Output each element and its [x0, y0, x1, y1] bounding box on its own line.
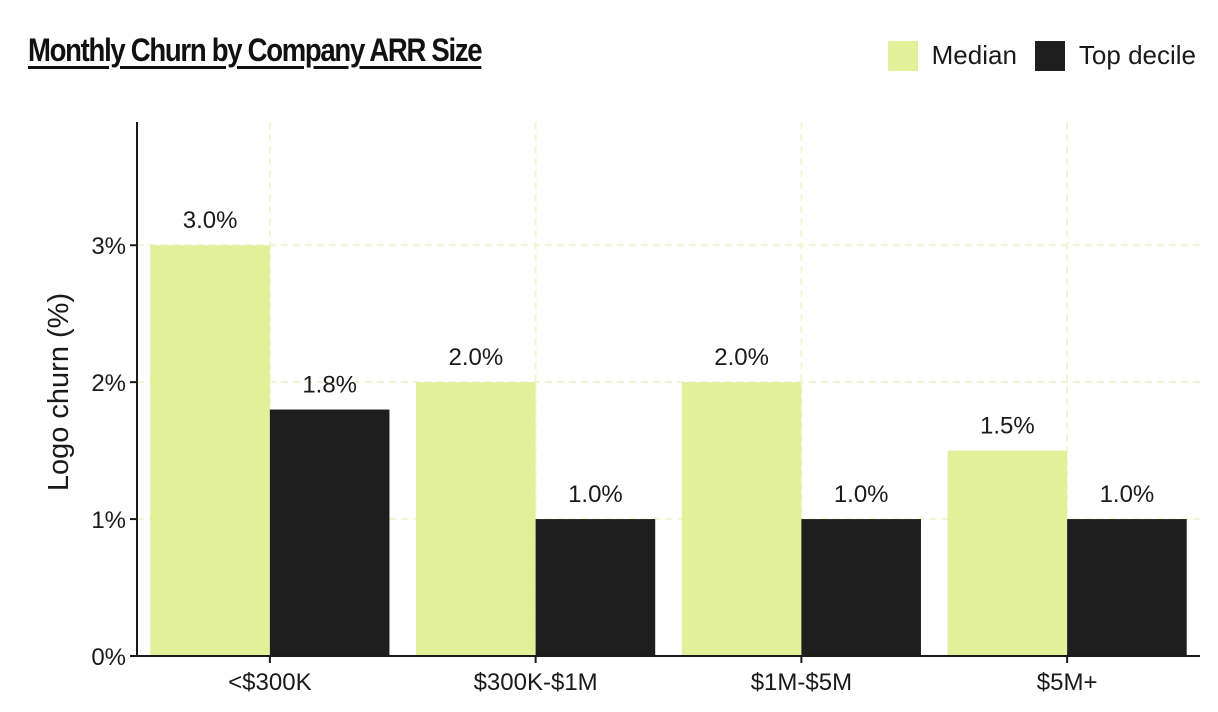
legend-label-median: Median	[931, 40, 1017, 70]
legend-swatch-top-decile	[1034, 40, 1065, 71]
y-axis-label: Logo churn (%)	[43, 293, 75, 491]
bar-0-0	[150, 245, 270, 656]
bar-value-label-1-0: 1.8%	[302, 372, 357, 399]
y-tick-label-1: 1%	[91, 507, 126, 534]
x-tick-label-1: $300K-$1M	[474, 669, 598, 696]
bar-value-label-0-0: 3.0%	[183, 207, 238, 234]
bar-value-label-0-1: 2.0%	[448, 344, 503, 371]
x-tick-label-0: <$300K	[228, 669, 311, 696]
bar-1-0	[269, 409, 390, 656]
x-tick-label-3: $5M+	[1037, 669, 1098, 696]
y-tick-label-0: 0%	[91, 644, 126, 671]
legend: Median Top decile	[870, 40, 1196, 71]
chart-title: Monthly Churn by Company ARR Size	[28, 32, 483, 68]
bar-value-label-0-3: 1.5%	[980, 413, 1035, 440]
bar-1-2	[801, 519, 921, 656]
y-tick-label-2: 2%	[91, 370, 126, 397]
legend-swatch-median	[887, 40, 918, 71]
bar-0-1	[416, 382, 536, 656]
bar-value-label-0-2: 2.0%	[714, 344, 769, 371]
bar-0-3	[947, 450, 1068, 656]
bar-0-2	[681, 382, 802, 656]
legend-item-top-decile: Top decile	[1034, 40, 1196, 71]
bar-value-label-1-2: 1.0%	[834, 481, 889, 508]
bar-1-3	[1067, 519, 1187, 656]
legend-item-median: Median	[887, 40, 1017, 71]
bar-value-label-1-3: 1.0%	[1100, 481, 1155, 508]
bar-value-label-1-1: 1.0%	[568, 481, 623, 508]
legend-label-top-decile: Top decile	[1078, 40, 1196, 70]
x-tick-label-2: $1M-$5M	[751, 669, 852, 696]
bar-1-1	[535, 519, 656, 656]
y-tick-label-3: 3%	[91, 233, 126, 260]
